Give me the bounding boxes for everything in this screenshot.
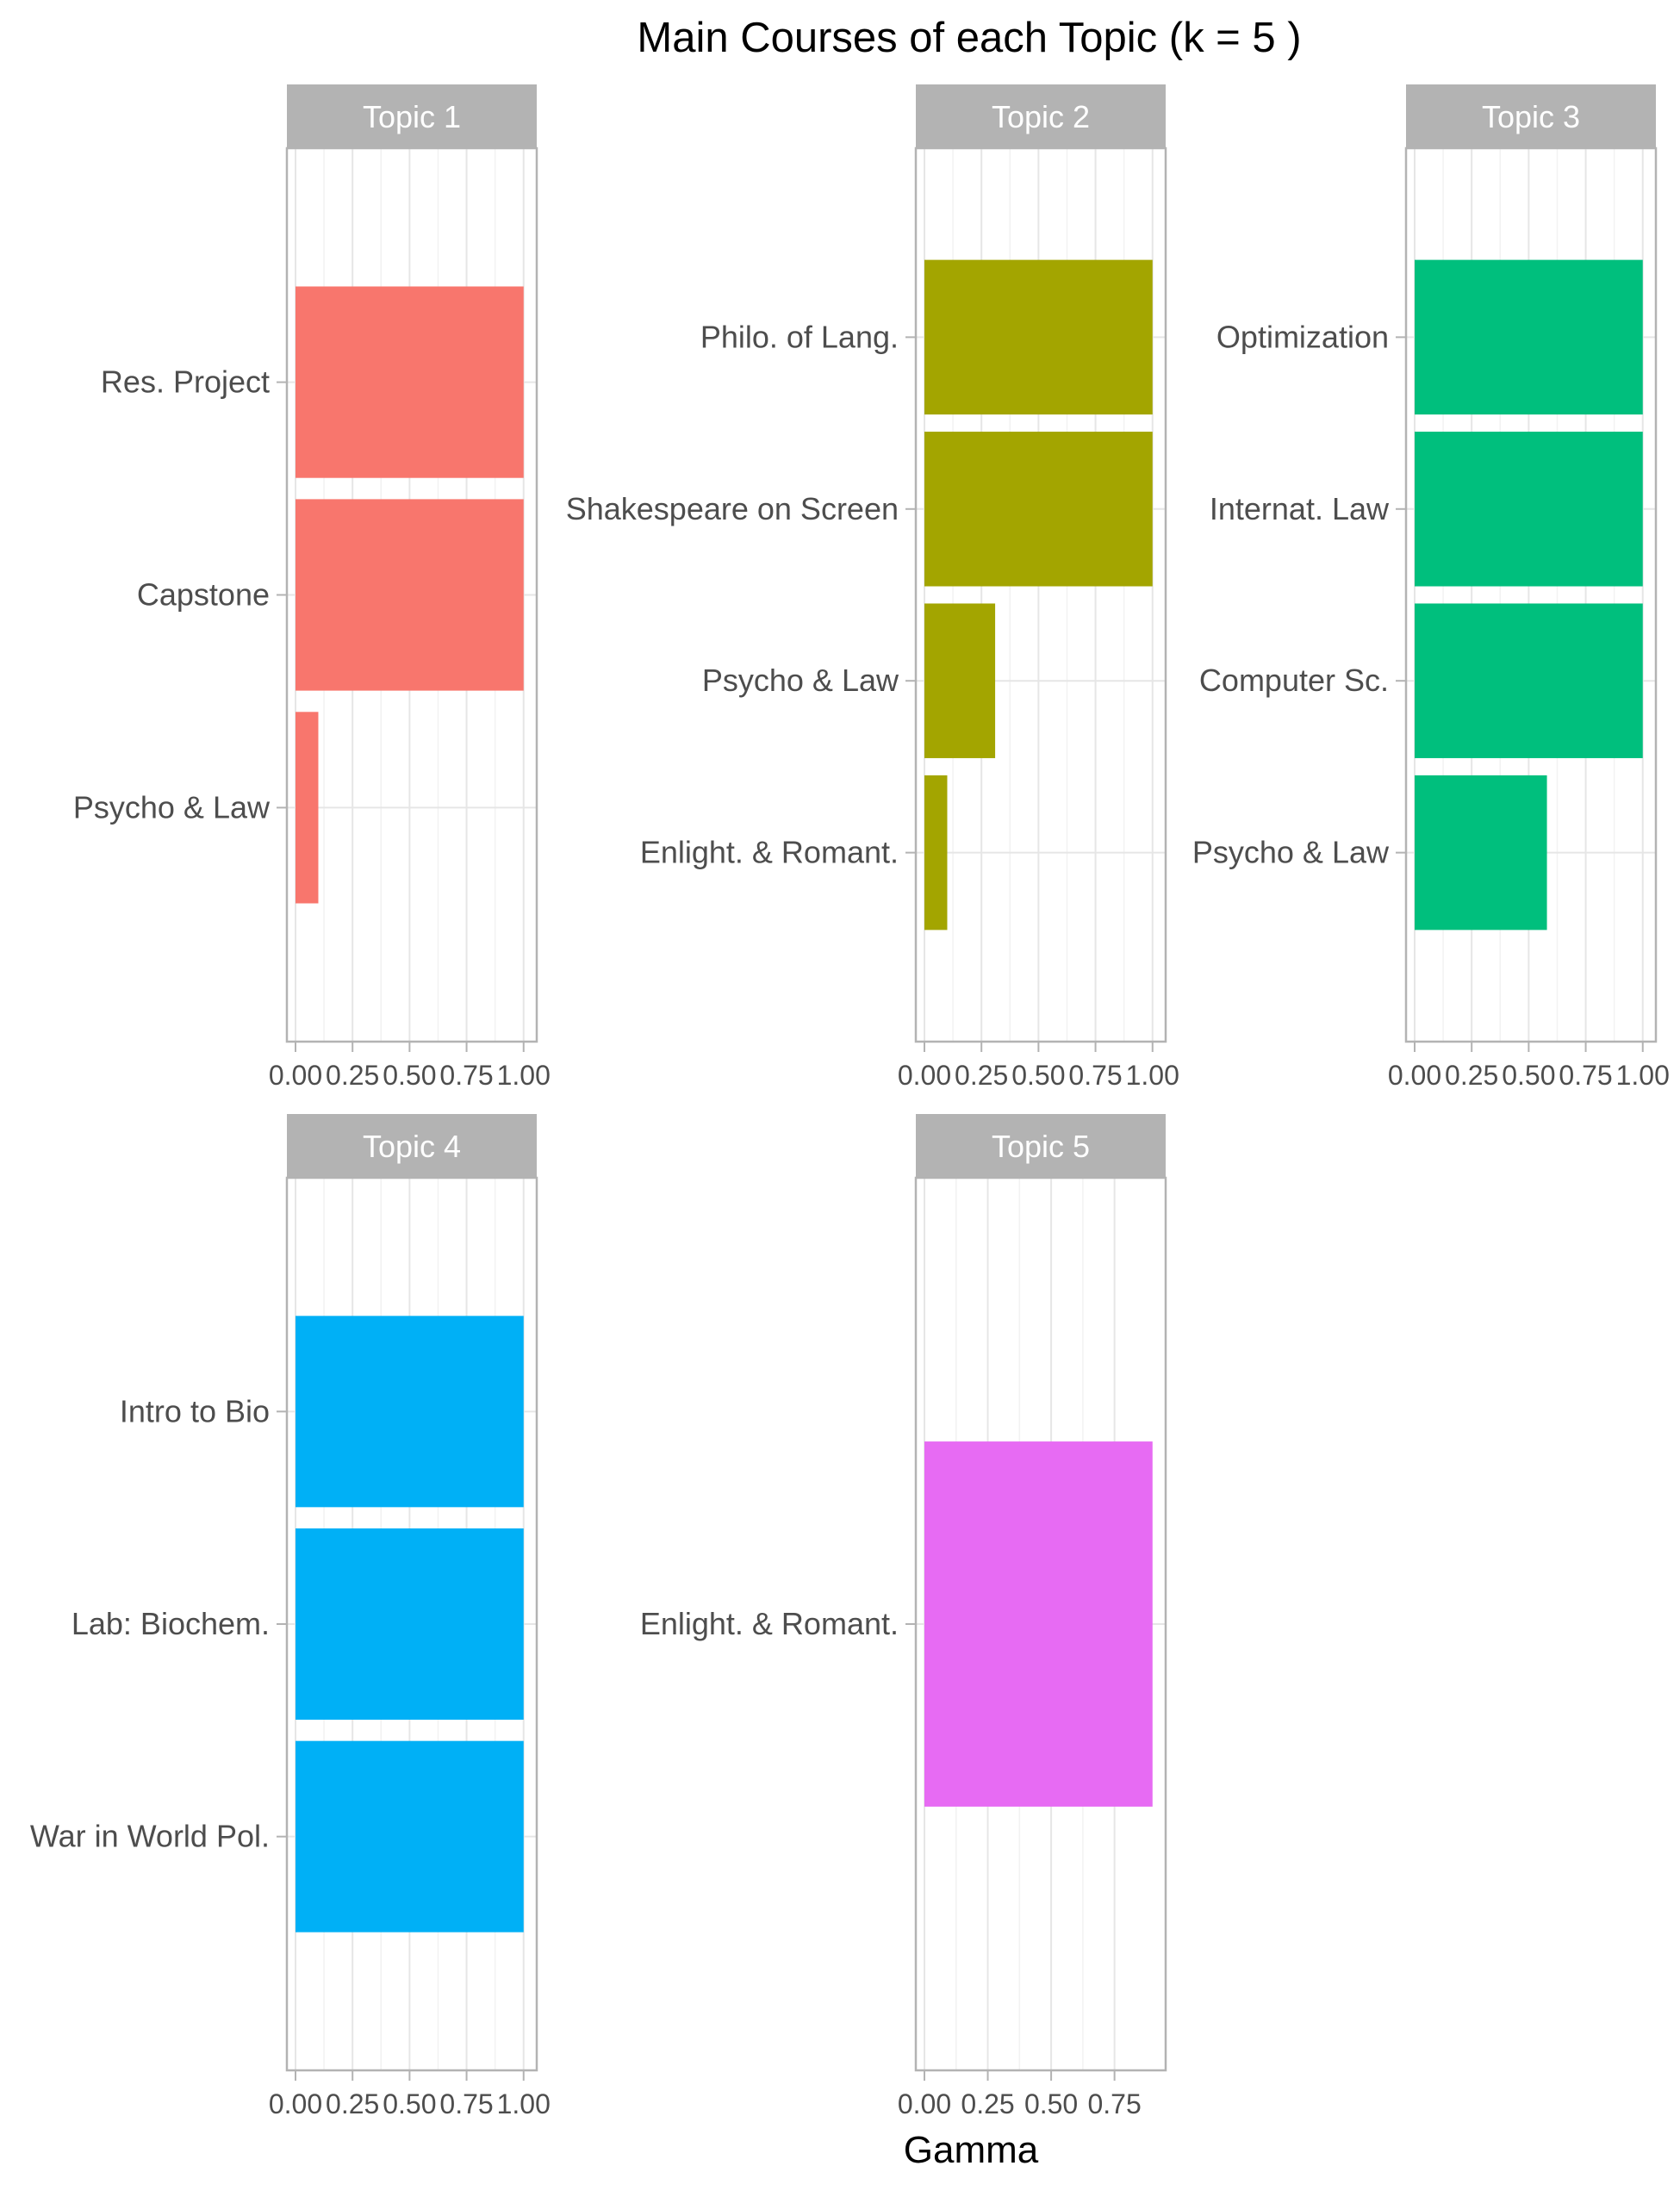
y-tick-label: Psycho & Law [702,663,899,698]
x-tick-label: 0.25 [1445,1060,1498,1091]
y-tick-label: Philo. of Lang. [700,319,899,354]
bar [296,286,524,478]
x-tick-label: 0.00 [1388,1060,1441,1091]
bar [296,1528,524,1720]
bar [296,1316,524,1508]
y-tick-label: Psycho & Law [73,789,271,825]
bar [924,603,996,758]
panels: Topic 1 Res. Project Capstone Psycho & Law 0… [30,84,1670,2119]
y-tick-label: Intro to Bio [120,1393,270,1428]
strip-background [287,84,537,148]
x-tick-label: 0.75 [439,2088,493,2119]
y-tick-label: Shakespeare on Screen [566,491,899,526]
x-tick-label: 0.75 [1559,1060,1612,1091]
x-tick-label: 0.75 [1068,1060,1122,1091]
bar [296,1740,524,1932]
x-tick-label: 0.75 [439,1060,493,1091]
x-tick-label: 0.50 [1502,1060,1555,1091]
bar [924,775,948,930]
x-tick-label: 1.00 [1126,1060,1179,1091]
strip-label: Topic 1 [363,99,461,134]
panel-topic-2: Topic 2 Philo. of Lang. Shakespeare on Scr… [566,84,1179,1091]
y-tick-label: Capstone [137,577,270,613]
strip-background [1406,84,1656,148]
strip-background [916,84,1166,148]
strip-label: Topic 4 [363,1129,461,1164]
chart-title: Main Courses of each Topic (k = 5 ) [637,15,1301,61]
bar [296,499,524,691]
panel-topic-1: Topic 1 Res. Project Capstone Psycho & Law 0… [73,84,551,1091]
x-axis-label: Gamma [904,2129,1039,2171]
panel-topic-3: Topic 3 Optimization Internat. Law Computer… [1192,84,1670,1091]
strip-background [287,1114,537,1178]
y-tick-label: Res. Project [101,364,270,400]
x-tick-label: 0.25 [326,1060,379,1091]
x-tick-label: 0.00 [898,1060,951,1091]
x-tick-label: 1.00 [1616,1060,1670,1091]
strip-background [916,1114,1166,1178]
y-tick-label: Enlight. & Romant. [640,1606,899,1641]
bar [924,259,1153,415]
y-tick-label: Internat. Law [1210,491,1390,526]
bar [924,432,1153,587]
strip-label: Topic 5 [992,1129,1090,1164]
x-tick-label: 0.25 [326,2088,379,2119]
strip-label: Topic 2 [992,99,1090,134]
y-tick-label: War in World Pol. [30,1819,270,1854]
x-tick-label: 0.75 [1087,2088,1141,2119]
x-tick-label: 0.25 [955,1060,1008,1091]
x-tick-label: 1.00 [497,2088,551,2119]
y-tick-label: Optimization [1216,319,1389,354]
bar [1415,259,1643,415]
x-tick-label: 0.00 [269,2088,322,2119]
bar [924,1441,1153,1807]
y-tick-label: Psycho & Law [1192,835,1390,870]
bar [296,712,319,904]
panel-topic-4: Topic 4 Intro to Bio Lab: Biochem. War in W… [30,1114,551,2119]
x-tick-label: 0.50 [383,1060,436,1091]
x-tick-label: 0.50 [1024,2088,1078,2119]
x-tick-label: 0.50 [1011,1060,1065,1091]
strip-label: Topic 3 [1482,99,1580,134]
x-tick-label: 0.00 [898,2088,951,2119]
panel-topic-5: Topic 5 Enlight. & Romant. 0.00 0.25 0.50 0.7… [640,1114,1167,2119]
y-tick-label: Lab: Biochem. [72,1606,270,1641]
x-tick-label: 0.25 [961,2088,1014,2119]
bar [1415,432,1643,587]
y-tick-label: Enlight. & Romant. [640,835,899,870]
x-tick-label: 1.00 [497,1060,551,1091]
bar [1415,775,1547,930]
x-tick-label: 0.50 [383,2088,436,2119]
bar [1415,603,1643,758]
x-tick-label: 0.00 [269,1060,322,1091]
y-tick-label: Computer Sc. [1199,663,1389,698]
